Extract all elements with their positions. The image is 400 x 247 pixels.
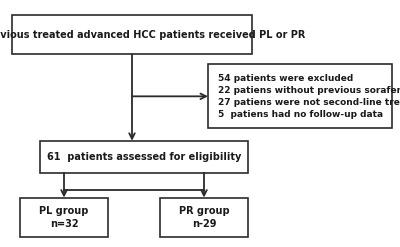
- Text: 115 previous treated advanced HCC patients received PL or PR: 115 previous treated advanced HCC patien…: [0, 30, 306, 40]
- FancyBboxPatch shape: [20, 198, 108, 237]
- Text: PL group
n=32: PL group n=32: [39, 206, 89, 229]
- Text: 61  patients assessed for eligibility: 61 patients assessed for eligibility: [47, 152, 241, 162]
- FancyBboxPatch shape: [208, 64, 392, 128]
- FancyBboxPatch shape: [160, 198, 248, 237]
- Text: 54 patients were excluded
22 patiens without previous sorafenib
27 patiens were : 54 patients were excluded 22 patiens wit…: [218, 74, 400, 119]
- Text: PR group
n-29: PR group n-29: [179, 206, 229, 229]
- FancyBboxPatch shape: [40, 141, 248, 173]
- FancyBboxPatch shape: [12, 15, 252, 54]
